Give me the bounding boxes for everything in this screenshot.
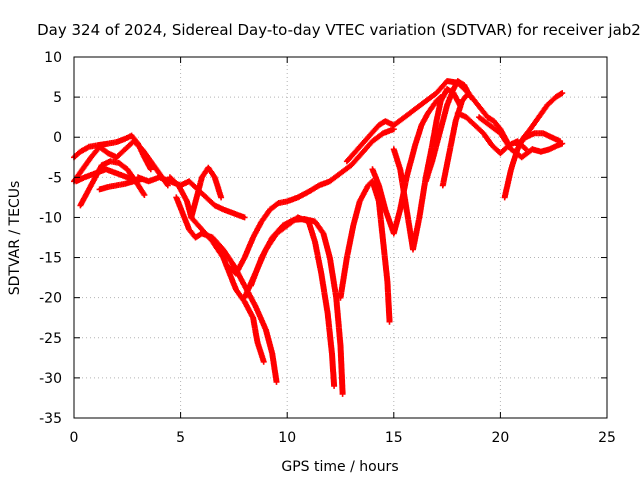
chart-title: Day 324 of 2024, Sidereal Day-to-day VTE… [37, 21, 640, 39]
series-track-13 [337, 178, 393, 325]
x-tick-label: 0 [70, 430, 79, 446]
y-axis-label: SDTVAR / TECUs [7, 181, 23, 296]
y-tick-label: -25 [39, 331, 62, 347]
grid-lines [74, 57, 607, 418]
y-tick-label: -5 [48, 170, 62, 186]
series-track-20 [476, 114, 536, 161]
series-markers [188, 214, 267, 365]
series-track-23 [529, 140, 566, 155]
series-track-22 [514, 130, 564, 149]
x-tick-label: 20 [491, 430, 509, 446]
series-markers [529, 140, 566, 155]
y-tick-label: -30 [39, 371, 62, 387]
x-axis-label: GPS time / hours [281, 459, 398, 475]
x-tick-label: 5 [176, 430, 185, 446]
y-tick-label: -10 [39, 210, 62, 226]
series-track-18 [439, 90, 510, 189]
series-track-17 [422, 78, 474, 185]
axis-ticks: 0 5 10 15 20 25 -35 -30 -25 -20 -15 -10 -5 0 5 10 [39, 50, 616, 446]
y-tick-label: -15 [39, 251, 62, 267]
y-tick-label: -20 [39, 291, 62, 307]
y-tick-label: 10 [44, 50, 62, 66]
x-tick-label: 10 [278, 430, 296, 446]
series-track-16 [390, 86, 463, 253]
plot-frame [73, 56, 608, 419]
y-tick-label: -35 [39, 411, 62, 427]
series-markers [337, 178, 393, 325]
y-tick-label: 5 [53, 90, 62, 106]
series-markers [476, 114, 536, 161]
series-markers [514, 130, 564, 149]
series-markers [422, 78, 474, 185]
y-tick-label: 0 [53, 130, 62, 146]
series-track-10 [224, 126, 397, 277]
x-tick-label: 25 [598, 430, 616, 446]
series-track-12 [248, 216, 346, 397]
series-markers [439, 90, 510, 189]
series-track-4 [73, 166, 139, 185]
series-track-9 [188, 214, 267, 365]
x-tick-label: 15 [385, 430, 403, 446]
series-markers [73, 166, 139, 185]
series-markers [224, 126, 397, 277]
series-markers [248, 216, 346, 397]
series-markers [390, 86, 463, 253]
